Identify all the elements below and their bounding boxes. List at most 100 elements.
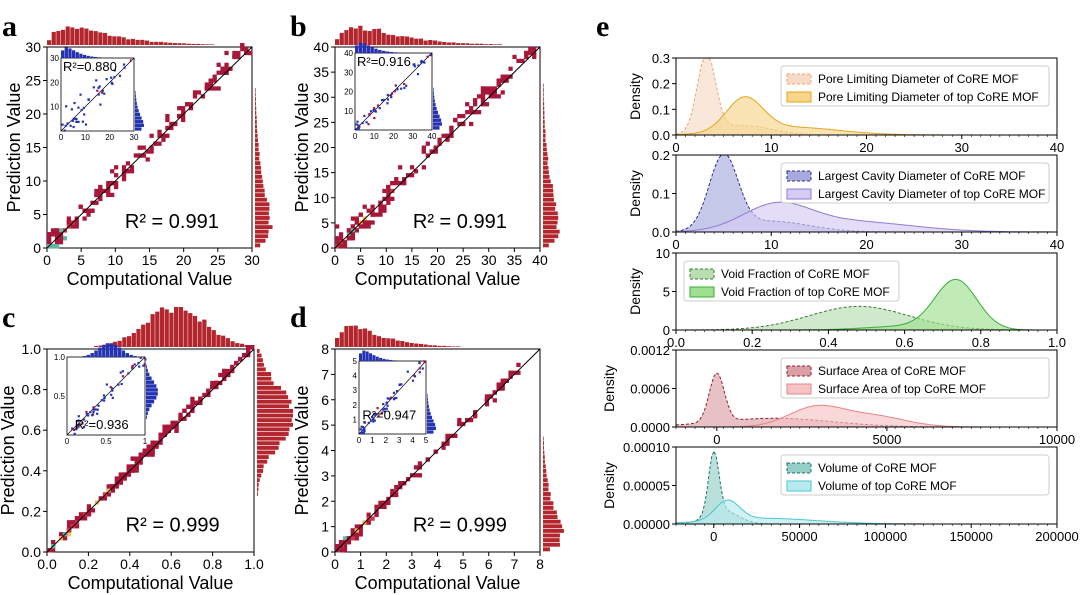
- heatmap-cell: [246, 345, 251, 350]
- marginal-top-bar: [470, 43, 475, 45]
- inset-point: [131, 365, 134, 368]
- y-tick-label: 10: [313, 190, 329, 206]
- legend-swatch: [786, 170, 812, 182]
- marginal-top-bar: [390, 34, 396, 45]
- inset-marginal-right-bar: [146, 372, 150, 377]
- inset-marginal-right-bar: [433, 87, 434, 92]
- marginal-right-bar: [543, 515, 558, 520]
- inset-point: [144, 358, 147, 361]
- y-tick-label: 0.0: [652, 225, 670, 240]
- heatmap-cell: [457, 417, 462, 423]
- heatmap-cell: [472, 110, 478, 115]
- heatmap-cell: [358, 212, 363, 217]
- marginal-right-bar: [255, 92, 256, 97]
- heatmap-cell: [342, 536, 348, 541]
- y-tick-label: 15: [313, 165, 329, 181]
- marginal-top-bar: [344, 325, 349, 347]
- marginal-right-bar: [257, 385, 282, 390]
- marginal-right-bar: [255, 165, 261, 170]
- x-tick-label: 0.0: [667, 335, 685, 350]
- inset-x-tick-label: 0: [59, 133, 64, 142]
- heatmap-cell: [402, 177, 407, 182]
- marginal-top-bar: [451, 346, 456, 347]
- heatmap-cell: [350, 232, 356, 237]
- inset-point: [77, 419, 80, 422]
- heatmap-cell: [484, 394, 490, 399]
- inset-point: [105, 383, 108, 386]
- inset-x-tick-label: 30: [408, 132, 417, 141]
- heatmap-cell: [378, 204, 383, 209]
- marginal-top-bar: [130, 38, 136, 45]
- inset-marginal-top-bar: [374, 48, 378, 53]
- y-axis-label: Prediction Value: [4, 83, 24, 213]
- marginal-right-bar: [257, 441, 280, 446]
- heatmap-cell: [480, 98, 486, 103]
- heatmap-cell: [248, 50, 253, 56]
- x-tick-label: 0.8: [972, 335, 990, 350]
- y-tick-label: 20: [313, 140, 329, 156]
- heatmap-cell: [496, 78, 501, 83]
- heatmap-cell: [118, 472, 123, 477]
- heatmap-cell: [177, 106, 182, 111]
- marginal-right-bar: [255, 115, 257, 120]
- heatmap-cell: [50, 232, 56, 237]
- marginal-top-bar: [446, 42, 452, 45]
- heatmap-cell: [390, 196, 395, 201]
- inset-point: [357, 126, 360, 129]
- inset-marginal-top-bar: [370, 47, 374, 53]
- heatmap-cell: [492, 90, 497, 95]
- heatmap-cell: [488, 94, 493, 99]
- inset-marginal-right-bar: [135, 116, 142, 120]
- inset-marginal-top-bar: [82, 54, 87, 58]
- panel-label-e: e: [596, 10, 609, 43]
- heatmap-cell: [335, 236, 340, 241]
- inset-point: [103, 92, 106, 95]
- marginal-top-bar: [102, 32, 108, 45]
- marginal-top-bar: [335, 39, 340, 45]
- y-tick-label: 0.00000: [623, 517, 670, 532]
- marginal-top-bar: [339, 32, 344, 45]
- heatmap-cell: [158, 432, 163, 437]
- x-tick-label: 0.6: [161, 556, 181, 572]
- heatmap-cell: [386, 184, 391, 190]
- inset-point: [372, 418, 375, 421]
- heatmap-cell: [504, 78, 509, 83]
- heatmap-cell: [149, 133, 154, 138]
- marginal-top-bar: [116, 36, 122, 45]
- marginal-right-bar: [543, 524, 563, 529]
- marginal-right-bar: [255, 147, 259, 152]
- inset-point: [82, 426, 86, 429]
- x-tick-label: 0.2: [743, 335, 761, 350]
- inset-point: [121, 370, 124, 373]
- heatmap-cell: [58, 532, 64, 537]
- y-tick-label: 0.2: [652, 148, 670, 163]
- heatmap-cell: [166, 424, 171, 429]
- inset-point: [393, 90, 397, 93]
- x-tick-label: 40: [1050, 237, 1064, 252]
- heatmap-cell: [212, 78, 217, 83]
- heatmap-cell: [162, 424, 167, 429]
- inset-point: [101, 89, 104, 92]
- inset-point: [389, 396, 393, 399]
- inset-marginal-right-bar: [433, 110, 439, 115]
- inset-point: [92, 410, 95, 414]
- heatmap-cell: [338, 244, 344, 249]
- heatmap-cell: [354, 532, 359, 537]
- marginal-top-bar: [159, 307, 165, 347]
- heatmap-cell: [220, 70, 225, 75]
- heatmap-cell: [106, 492, 111, 497]
- marginal-right-bar: [543, 487, 549, 492]
- inset-point: [388, 397, 391, 400]
- heatmap-cell: [125, 169, 131, 174]
- inset-point: [101, 91, 104, 94]
- inset-point: [74, 117, 77, 120]
- inset-marginal-right-bar: [135, 101, 137, 106]
- marginal-right-bar: [257, 362, 264, 367]
- x-tick-label: 10: [378, 252, 394, 268]
- heatmap-cell: [528, 50, 533, 56]
- marginal-right-bar: [543, 238, 555, 243]
- heatmap-cell: [125, 161, 131, 166]
- heatmap-cell: [166, 428, 171, 433]
- heatmap-cell: [165, 117, 170, 123]
- inset-point: [386, 404, 389, 407]
